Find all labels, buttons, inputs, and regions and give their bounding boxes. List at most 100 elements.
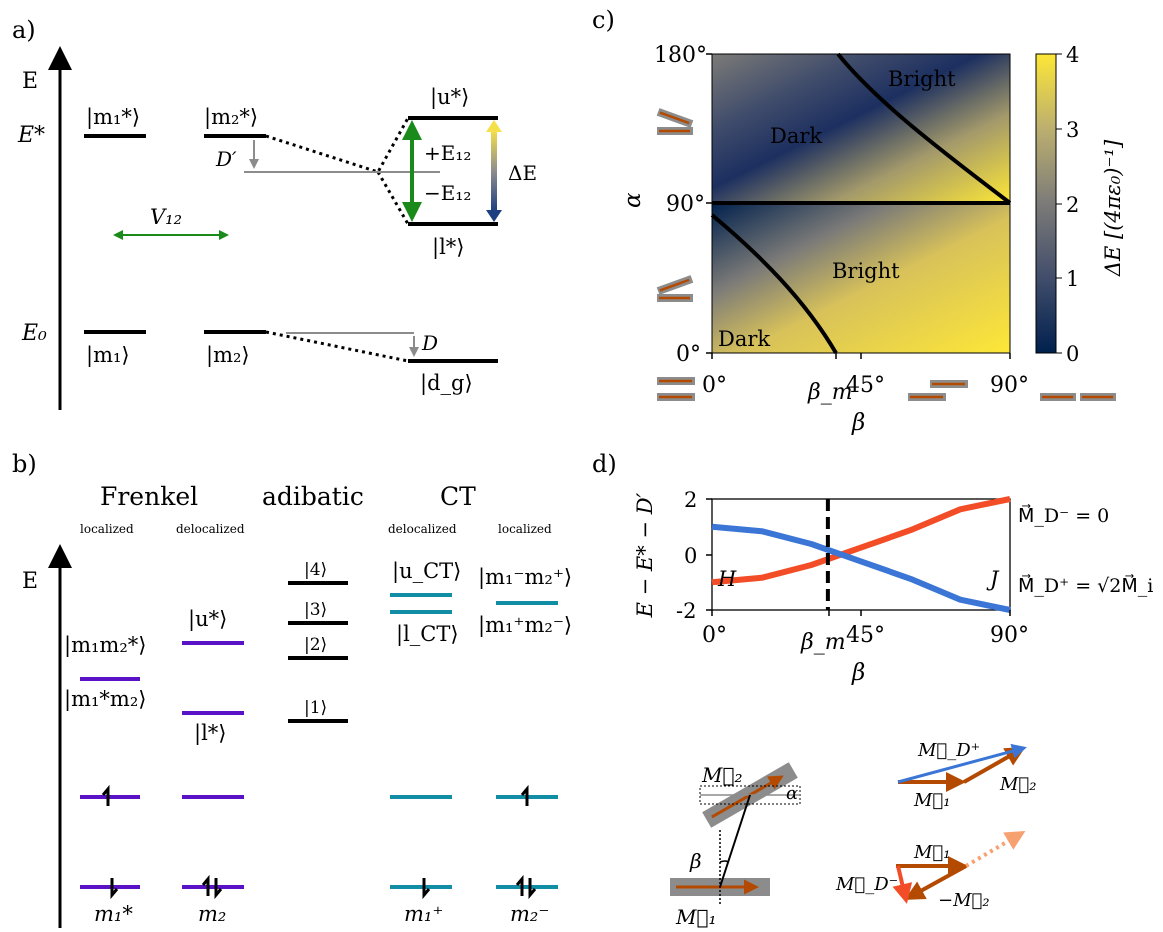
vector-md-minus-label: M⃗_D⁻ <box>835 874 898 895</box>
line-series-group <box>711 496 1011 613</box>
label-l-ct: |l_CT⟩ <box>396 622 459 647</box>
label-1: |1⟩ <box>304 698 327 718</box>
delta-e-gradient-arrow <box>491 130 497 212</box>
beta-m-label-c: β_m <box>807 380 853 405</box>
label-m1m2star: |m₁m₂*⟩ <box>64 633 146 658</box>
panel-b: b) E Frenkel adibatic CT localized deloc… <box>12 450 572 928</box>
md-plus-vector <box>897 743 1027 784</box>
y-tick-label: -2 <box>676 599 696 623</box>
schematic-beta-label: β <box>689 849 702 873</box>
label-m1starm2: |m₁*m₂⟩ <box>64 687 146 712</box>
ct-delocalized-label: delocalized <box>388 522 457 536</box>
h-aggregate-label: H <box>717 567 737 591</box>
y-tick-label: 2 <box>684 488 697 512</box>
spin-up-icon <box>520 784 529 806</box>
colorbar-tick-label: 1 <box>1066 267 1079 291</box>
dprime-label: D′ <box>215 147 237 171</box>
y-axis-label-d: E − E* − D′ <box>633 492 657 618</box>
plus-e12-label: +E₁₂ <box>424 141 471 165</box>
frenkel-heading: Frenkel <box>100 482 198 511</box>
x-tick-label: 0° <box>702 373 727 398</box>
panel-d: d) H J 2 0 -2 E − E* − D′ 0° β_m 45° 90°… <box>592 450 1153 929</box>
colorbar-tick-label: 4 <box>1066 43 1079 67</box>
energy-axis-label-a: E <box>22 69 38 94</box>
region-label: Dark <box>718 327 770 351</box>
label-m1m-m2p: |m₁⁻m₂⁺⟩ <box>478 565 572 590</box>
dark-bright-boundary-top <box>836 52 1012 205</box>
minus-e12-label: −E₁₂ <box>424 181 471 205</box>
vector-m1-label: M⃗₁ <box>913 842 950 863</box>
j-aggregate-label: J <box>986 567 1000 591</box>
region-label: Bright <box>832 259 900 283</box>
label-m2-star: |m₂*⟩ <box>204 105 258 130</box>
dotted-connector-ground <box>265 330 409 363</box>
dimer-icon <box>656 275 694 302</box>
mo-label-m2minus: m₂⁻ <box>510 902 549 926</box>
y-axis-label-c: α <box>620 192 646 208</box>
region-label: Dark <box>770 124 822 148</box>
heatmap <box>710 52 1012 355</box>
label-l-star: |l*⟩ <box>432 235 464 260</box>
label-u-ct: |u_CT⟩ <box>392 559 461 584</box>
label-l-star-b: |l*⟩ <box>194 721 226 746</box>
label-u-star-b: |u*⟩ <box>188 607 227 632</box>
heatmap-bottom <box>712 203 1010 353</box>
legend-plus-label: M⃗_D⁺ = √2M⃗_i <box>1018 574 1153 597</box>
dimer-icon <box>656 108 694 135</box>
schematic-m2-label: M⃗₂ <box>701 763 743 787</box>
heatmap-top <box>712 54 1010 203</box>
spin-down-icon <box>110 878 119 900</box>
dimer-icon <box>657 377 695 401</box>
series-md-plus-line <box>711 523 1011 613</box>
colorbar <box>1035 53 1057 354</box>
spin-up-icon <box>101 784 110 806</box>
colorbar-tick-label: 0 <box>1066 342 1079 366</box>
energy-axis-label-b: E <box>22 569 38 594</box>
panel-c-label: c) <box>592 6 615 34</box>
e-star-label: E* <box>17 123 45 148</box>
label-m1-star: |m₁*⟩ <box>86 105 140 130</box>
panel-d-label: d) <box>592 450 617 478</box>
vector-m2-label: M⃗₂ <box>999 774 1036 795</box>
vector-sum-minus: M⃗₁ M⃗_D⁻ −M⃗₂ <box>835 830 1026 911</box>
label-dg: |d_g⟩ <box>420 371 473 396</box>
ct-heading: CT <box>440 482 476 511</box>
delta-e-arrowhead-top <box>486 120 502 132</box>
colorbar-label: ΔE [(4πε₀)⁻¹] <box>1101 139 1125 277</box>
series-md-minus-line <box>711 496 1011 586</box>
x-tick-label: 90° <box>990 623 1029 648</box>
vector-minus-m2-label: −M⃗₂ <box>938 890 990 911</box>
label-m1: |m₁⟩ <box>86 343 130 368</box>
m2-dotted-vector <box>964 830 1026 868</box>
spin-down-icon <box>422 878 431 900</box>
e-zero-label: E₀ <box>21 321 47 346</box>
mo-label-m1star: m₁* <box>94 902 133 926</box>
colorbar-tick-label: 3 <box>1066 118 1079 142</box>
beta-m-label-d: β_m <box>800 630 846 655</box>
label-u-star: |u*⟩ <box>430 85 469 110</box>
label-m1p-m2m: |m₁⁺m₂⁻⟩ <box>478 613 572 638</box>
x-tick-label: 90° <box>990 373 1029 398</box>
panel-a-label: a) <box>12 16 36 44</box>
plot-frame-d <box>711 498 1011 611</box>
schematic-m1-label: M⃗₁ <box>675 905 717 929</box>
delta-e-arrowhead-bottom <box>486 210 502 222</box>
x-axis-label-c: β <box>851 410 865 436</box>
y-tick-label: 90° <box>666 192 705 217</box>
x-tick-label: 45° <box>846 373 885 398</box>
minus-m2-vector <box>904 864 967 900</box>
panel-b-label: b) <box>12 450 37 478</box>
center-connector <box>719 794 751 888</box>
x-tick-label: 45° <box>846 623 885 648</box>
label-m2: |m₂⟩ <box>206 343 250 368</box>
dimer-geometry-schematic: M⃗₁ M⃗₂ α β <box>670 762 801 929</box>
beta-arc <box>719 860 729 863</box>
v12-label: V₁₂ <box>150 205 182 229</box>
dotted-connector-lower <box>376 171 410 225</box>
vector-m1-label: M⃗₁ <box>913 790 950 811</box>
frenkel-delocalized-label: delocalized <box>176 522 245 536</box>
adibatic-heading: adibatic <box>262 482 364 511</box>
vector-sum-plus: M⃗_D⁺ M⃗₁ M⃗₂ <box>897 740 1036 811</box>
schematic-alpha-label: α <box>786 783 798 804</box>
vector-md-plus-label: M⃗_D⁺ <box>917 740 980 761</box>
